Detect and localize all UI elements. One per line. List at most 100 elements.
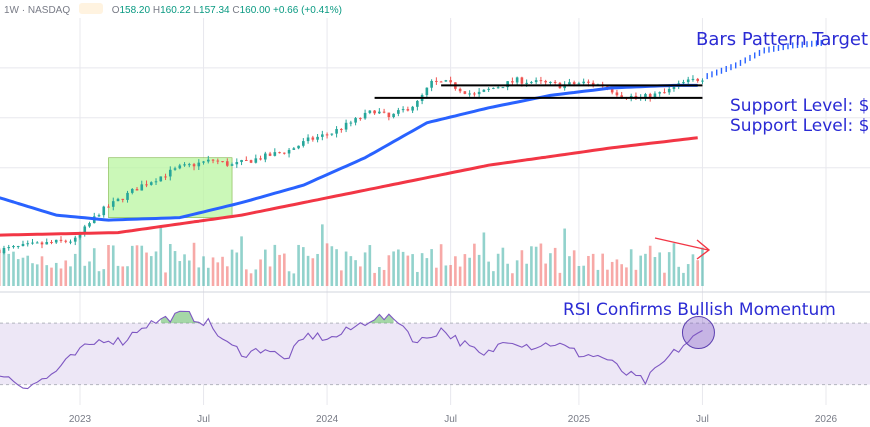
candle-body — [306, 137, 310, 142]
candle-body — [330, 133, 334, 135]
candle-body — [397, 110, 400, 114]
volume-bar — [667, 252, 671, 286]
candle-body — [610, 88, 614, 93]
candle-body — [173, 168, 177, 170]
volume-bar — [54, 262, 58, 286]
candle-body — [672, 86, 676, 89]
volume-bar — [378, 267, 381, 286]
candle-body — [416, 100, 419, 107]
volume-bar — [454, 256, 457, 286]
volume-bar — [397, 249, 400, 286]
candle-body — [283, 152, 286, 154]
high-key: H — [152, 5, 161, 16]
candle-body — [12, 246, 15, 248]
change-value: +0.66 (+0.41%) — [273, 5, 342, 16]
volume-bar — [473, 243, 476, 286]
candle-body — [392, 113, 395, 118]
volume-bar — [149, 256, 153, 286]
candle-body — [686, 79, 690, 83]
volume-bar — [620, 264, 623, 286]
candle-body — [202, 161, 205, 163]
candle-body — [340, 129, 343, 131]
volume-bar — [306, 255, 310, 286]
volume-bar — [21, 257, 25, 286]
candle-body — [591, 82, 595, 86]
volume-bar — [430, 249, 433, 286]
volume-bar — [283, 253, 286, 286]
candle-body — [192, 164, 196, 167]
candle-body — [168, 169, 172, 177]
volume-bar — [268, 266, 272, 286]
candle-body — [477, 91, 481, 95]
candle-body — [506, 81, 509, 88]
volume-bar — [363, 252, 367, 286]
candle-body — [59, 239, 63, 241]
ma-long-line — [0, 136, 698, 237]
volume-bar — [686, 264, 690, 286]
volume-bar — [192, 242, 196, 286]
candle-body — [21, 243, 25, 247]
volume-bar — [606, 269, 609, 286]
candle-body — [187, 164, 191, 166]
candle-body — [116, 198, 120, 202]
candle-body — [482, 89, 486, 92]
volume-bar — [69, 266, 72, 286]
volume-bar — [264, 249, 267, 286]
candle-body — [130, 188, 134, 193]
candle-body — [2, 247, 6, 254]
candle-body — [492, 87, 495, 89]
interval-exchange: 1W · NASDAQ — [4, 5, 71, 16]
volume-bar — [244, 269, 248, 286]
candle-body — [435, 80, 438, 82]
volume-bar — [254, 269, 258, 286]
volume-bar — [292, 273, 296, 286]
candle-body — [183, 164, 186, 166]
candle-body — [401, 109, 405, 111]
candle-body — [530, 82, 533, 84]
volume-bar — [297, 244, 300, 286]
volume-bar — [463, 254, 467, 286]
volume-bar — [368, 245, 372, 286]
volume-bar — [197, 267, 201, 286]
volume-bar — [107, 245, 110, 286]
volume-bar — [235, 252, 239, 286]
volume-bar — [116, 265, 120, 286]
volume-bar — [259, 259, 262, 286]
candle-body — [225, 161, 229, 166]
volume-bar — [221, 256, 224, 286]
volume-bar — [558, 272, 562, 286]
candle-body — [240, 159, 243, 163]
candle-body — [378, 111, 381, 114]
volume-bar — [173, 251, 177, 286]
volume-bar — [696, 260, 700, 286]
volume-bar — [0, 248, 1, 286]
candle-body — [230, 164, 234, 166]
volume-bar — [35, 264, 39, 286]
candle-body — [268, 153, 272, 156]
candle-body — [211, 159, 215, 161]
volume-bar — [145, 252, 148, 286]
volume-bar — [178, 261, 182, 286]
candle-body — [273, 152, 277, 156]
volume-bar — [487, 261, 490, 286]
candle-body — [159, 176, 163, 182]
candle-body — [83, 226, 87, 234]
trend-arrow — [654, 237, 711, 260]
open-key: O — [111, 5, 120, 16]
candle-body — [463, 91, 467, 94]
candle-body — [425, 87, 429, 96]
volume-bar — [563, 228, 566, 286]
volume-bar — [230, 249, 234, 286]
close-key: C — [232, 5, 240, 16]
volume-bar — [691, 254, 695, 286]
candle-body — [64, 240, 68, 242]
candle-body — [31, 242, 34, 244]
volume-bar — [321, 224, 324, 286]
volume-bar — [83, 265, 87, 286]
candle-body — [525, 82, 528, 84]
candle-body — [107, 206, 110, 208]
volume-bar — [639, 255, 642, 286]
candle-body — [373, 110, 376, 114]
x-tick-label: 2024 — [316, 414, 339, 425]
low-value: 157.34 — [199, 5, 230, 16]
